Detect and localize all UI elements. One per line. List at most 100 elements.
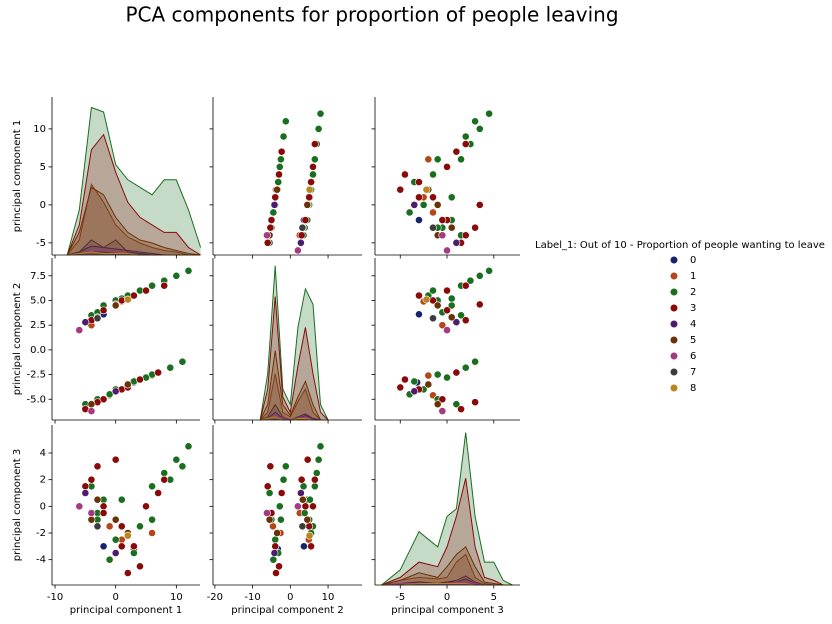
scatter-point — [266, 223, 275, 232]
scatter-point — [111, 549, 120, 557]
scatter-point — [424, 155, 433, 164]
scatter-point — [266, 462, 275, 471]
y-tick-label: 10 — [33, 124, 46, 135]
scatter-point — [305, 531, 314, 540]
scatter-point — [275, 162, 284, 171]
scatter-point — [99, 306, 108, 315]
scatter-point — [316, 109, 325, 118]
scatter-point — [305, 193, 314, 202]
scatter-point — [75, 502, 84, 511]
scatter-point — [111, 455, 120, 464]
scatter-point — [148, 482, 156, 491]
scatter-point — [301, 216, 310, 224]
scatter-point — [438, 231, 447, 240]
scatter-point — [263, 238, 272, 247]
scatter-point — [306, 495, 314, 504]
kde-line — [259, 296, 329, 421]
y-tick-label: -4 — [36, 555, 46, 566]
scatter-point — [263, 482, 272, 491]
x-axis-label: principal component 1 — [70, 605, 182, 616]
scatter-point — [424, 371, 433, 380]
kde-area — [260, 416, 329, 420]
scatter-point — [457, 405, 465, 414]
x-axis-label: principal component 3 — [391, 605, 503, 616]
scatter-point — [433, 370, 442, 379]
y-tick-label: -2.5 — [26, 370, 46, 381]
scatter-point — [303, 515, 312, 524]
scatter-point — [300, 509, 309, 517]
scatter-point — [401, 375, 409, 384]
scatter-point — [271, 542, 280, 551]
scatter-point — [438, 321, 447, 330]
scatter-point — [142, 502, 150, 511]
scatter-point — [271, 535, 280, 544]
scatter-point — [396, 383, 405, 392]
scatter-point — [105, 555, 114, 564]
scatter-point — [275, 502, 284, 511]
scatter-point — [443, 373, 451, 382]
scatter-point — [296, 238, 305, 247]
scatter-point — [443, 162, 451, 171]
scatter-point — [471, 357, 479, 366]
scatter-point — [293, 502, 302, 511]
scatter-point — [123, 531, 132, 540]
y-tick-label: -5.0 — [26, 394, 46, 405]
kde-line — [259, 350, 329, 421]
scatter-point — [438, 216, 447, 224]
scatter-point — [81, 318, 90, 327]
legend-label: 1 — [690, 271, 696, 282]
scatter-point — [273, 529, 282, 537]
scatter-point — [396, 185, 405, 194]
scatter-point — [316, 442, 325, 451]
scatter-point — [429, 223, 437, 232]
scatter-point — [111, 535, 120, 544]
kde-line — [259, 373, 329, 421]
scatter-point — [136, 522, 144, 531]
scatter-point — [178, 462, 187, 471]
legend-label: 5 — [690, 335, 696, 346]
kde-area — [67, 240, 201, 255]
kde-line — [66, 186, 201, 256]
scatter-point — [297, 475, 306, 484]
scatter-point — [274, 178, 283, 186]
scatter-point — [275, 170, 283, 179]
x-tick-label: -20 — [207, 592, 223, 603]
y-tick-label: 4 — [40, 448, 46, 459]
scatter-point — [148, 529, 156, 537]
kde-line — [381, 546, 513, 586]
scatter-point — [461, 140, 470, 148]
kde-line — [381, 432, 513, 586]
scatter-point — [265, 515, 274, 524]
scatter-point — [429, 314, 437, 323]
scatter-point — [277, 147, 286, 156]
scatter-point — [310, 475, 319, 484]
scatter-point — [415, 291, 423, 300]
x-tick-label: 0 — [444, 592, 450, 603]
kde-area — [381, 478, 513, 585]
scatter-point — [471, 117, 479, 126]
legend-label: 7 — [690, 367, 696, 378]
scatter-point — [447, 313, 456, 322]
scatter-point — [136, 375, 144, 384]
scatter-point — [405, 208, 414, 217]
scatter-point — [461, 231, 470, 240]
scatter-point — [172, 271, 181, 280]
scatter-point — [298, 495, 307, 504]
scatter-point — [429, 170, 437, 179]
kde-line — [66, 133, 201, 256]
scatter-point — [415, 178, 423, 186]
scatter-point — [154, 368, 163, 377]
kde-area — [67, 134, 201, 255]
scatter-point — [475, 300, 484, 309]
scatter-point — [172, 455, 181, 464]
y-axis-label: principal component 3 — [12, 449, 23, 561]
y-tick-label: -5 — [36, 238, 46, 249]
scatter-point — [461, 281, 470, 290]
scatter-point — [281, 462, 290, 471]
scatter-point — [111, 301, 120, 310]
scatter-point — [93, 462, 102, 471]
legend-marker — [669, 271, 679, 281]
y-axis-label: principal component 2 — [12, 283, 23, 395]
scatter-point — [277, 489, 286, 497]
scatter-point — [160, 281, 169, 290]
